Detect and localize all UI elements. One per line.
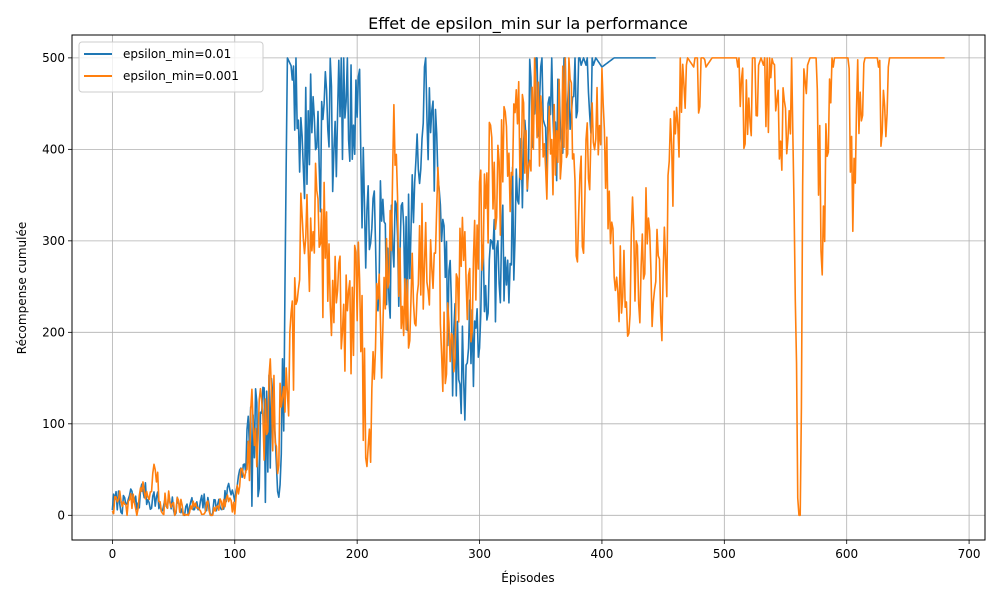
x-tick-label: 200 xyxy=(346,547,369,561)
legend-label-epsilon-0-01: epsilon_min=0.01 xyxy=(123,47,231,61)
series-line-epsilon-0-001 xyxy=(111,57,945,517)
y-tick-label: 0 xyxy=(57,508,65,522)
series-layer xyxy=(111,57,945,517)
legend-label-epsilon-0-001: epsilon_min=0.001 xyxy=(123,69,239,83)
y-tick-label: 400 xyxy=(42,142,65,156)
x-tick-label: 400 xyxy=(590,547,613,561)
chart-title: Effet de epsilon_min sur la performance xyxy=(368,14,688,34)
legend-box xyxy=(78,41,264,93)
x-tick-label: 600 xyxy=(835,547,858,561)
x-tick-label: 100 xyxy=(223,547,246,561)
y-tick-label: 200 xyxy=(42,325,65,339)
x-tick-label: 700 xyxy=(958,547,981,561)
y-tick-label: 100 xyxy=(42,417,65,431)
y-tick-label: 500 xyxy=(42,51,65,65)
y-tick-label: 300 xyxy=(42,234,65,248)
x-axis-label: Épisodes xyxy=(501,570,554,585)
y-axis-label: Récompense cumulée xyxy=(15,222,29,354)
plot-frame xyxy=(71,34,986,541)
axis-ticks: 0 100 200 300 400 500 600 700 0 100 200 300 400 500 xyxy=(42,51,980,561)
x-tick-label: 500 xyxy=(713,547,736,561)
x-tick-label: 300 xyxy=(468,547,491,561)
x-tick-label: 0 xyxy=(109,547,117,561)
legend: epsilon_min=0.01 epsilon_min=0.001 xyxy=(78,41,264,93)
